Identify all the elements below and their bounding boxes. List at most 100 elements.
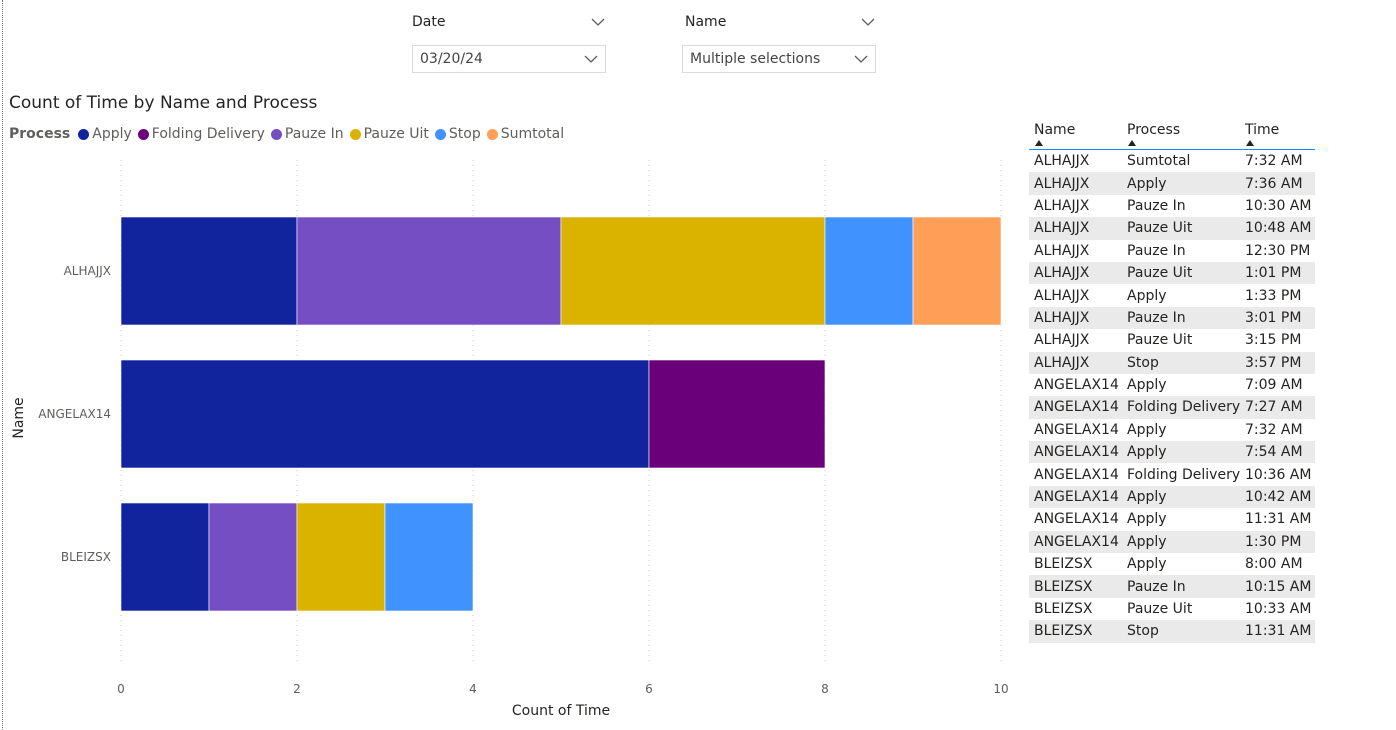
bar-segment[interactable] bbox=[912, 216, 1002, 326]
time-cell: 7:27 AM bbox=[1245, 399, 1303, 416]
process-cell: Apply bbox=[1127, 556, 1167, 573]
table-row[interactable]: ANGELAX14 Folding Delivery 7:27 AM bbox=[1029, 396, 1315, 419]
y-axis-title: Name bbox=[11, 397, 27, 438]
name-cell: ALHAJJX bbox=[1034, 220, 1090, 237]
bar-segment[interactable] bbox=[296, 216, 562, 326]
name-cell: ANGELAX14 bbox=[1034, 377, 1119, 394]
date-dropdown-value: 03/20/24 bbox=[420, 51, 483, 67]
bar-segment[interactable] bbox=[648, 359, 826, 469]
time-cell: 1:30 PM bbox=[1245, 533, 1302, 550]
bar-segment[interactable] bbox=[384, 502, 474, 612]
time-cell: 10:30 AM bbox=[1245, 197, 1312, 214]
time-cell: 1:33 PM bbox=[1245, 287, 1302, 304]
bar-segment[interactable] bbox=[120, 216, 298, 326]
process-cell: Pauze Uit bbox=[1127, 265, 1193, 282]
name-cell: ANGELAX14 bbox=[1034, 444, 1119, 461]
table-row[interactable]: ALHAJJX Pauze Uit 1:01 PM bbox=[1029, 261, 1315, 285]
x-axis-title: Count of Time bbox=[512, 703, 610, 719]
y-category-label: ALHAJJX bbox=[64, 264, 111, 278]
time-cell: 1:01 PM bbox=[1245, 265, 1302, 282]
bar-segment[interactable] bbox=[560, 216, 826, 326]
process-cell: Pauze Uit bbox=[1127, 601, 1193, 617]
x-tick-label: 6 bbox=[645, 682, 653, 696]
name-cell: ANGELAX14 bbox=[1034, 489, 1119, 506]
time-cell: 10:15 AM bbox=[1245, 578, 1312, 595]
table-row[interactable]: ALHAJJX Pauze In 12:30 PM bbox=[1029, 240, 1315, 262]
chart-legend: Process Apply Folding Delivery Pauze In Pau… bbox=[9, 126, 570, 142]
bar-segment[interactable] bbox=[208, 502, 298, 612]
process-cell: Pauze In bbox=[1127, 309, 1186, 326]
date-slicer-header[interactable]: Date bbox=[412, 9, 606, 35]
time-cell: 3:15 PM bbox=[1245, 332, 1302, 349]
table-row[interactable]: ANGELAX14 Apply 7:32 AM bbox=[1029, 419, 1315, 441]
table-row[interactable]: ANGELAX14 Apply 1:30 PM bbox=[1029, 530, 1315, 554]
legend-item-label: Pauze Uit bbox=[363, 126, 429, 142]
date-slicer: Date 03/20/24 bbox=[412, 9, 606, 73]
table-row[interactable]: ALHAJJX Apply 1:33 PM bbox=[1029, 284, 1315, 306]
table-row[interactable]: ALHAJJX Stop 3:57 PM bbox=[1029, 351, 1315, 374]
table-row[interactable]: ALHAJJX Pauze Uit 3:15 PM bbox=[1029, 329, 1315, 351]
table-row[interactable]: ANGELAX14 Apply 7:09 AM bbox=[1029, 374, 1315, 396]
name-cell: ANGELAX14 bbox=[1034, 511, 1119, 528]
name-cell: ANGELAX14 bbox=[1034, 533, 1119, 550]
table-row[interactable]: ANGELAX14 Apply 10:42 AM bbox=[1029, 485, 1315, 509]
table-row[interactable]: ALHAJJX Pauze In 3:01 PM bbox=[1029, 306, 1315, 330]
table-row[interactable]: BLEIZSX Pauze In 10:15 AM bbox=[1029, 575, 1315, 598]
table-row[interactable]: ANGELAX14 Apply 11:31 AM bbox=[1029, 508, 1315, 530]
legend-item[interactable]: Pauze Uit bbox=[349, 126, 429, 142]
date-dropdown[interactable]: 03/20/24 bbox=[412, 45, 606, 73]
name-cell: ANGELAX14 bbox=[1034, 399, 1119, 416]
name-dropdown[interactable]: Multiple selections bbox=[682, 45, 876, 73]
x-tick-label: 4 bbox=[469, 682, 477, 696]
table-row[interactable]: BLEIZSX Stop 11:31 AM bbox=[1029, 620, 1315, 643]
process-cell: Apply bbox=[1127, 287, 1167, 304]
process-cell: Pauze In bbox=[1127, 242, 1186, 259]
legend-item[interactable]: Pauze In bbox=[270, 126, 344, 142]
process-cell: Pauze In bbox=[1127, 197, 1186, 214]
name-cell: ALHAJJX bbox=[1034, 332, 1090, 349]
x-tick-label: 2 bbox=[293, 682, 301, 696]
name-dropdown-value: Multiple selections bbox=[690, 51, 821, 67]
legend-dot-icon bbox=[137, 128, 149, 140]
table-body: ALHAJJX Sumtotal 7:32 AM ALHAJJX Apply 7:36 A… bbox=[1029, 150, 1315, 643]
process-cell: Stop bbox=[1127, 623, 1159, 640]
table-row[interactable]: ALHAJJX Apply 7:36 AM bbox=[1029, 172, 1315, 195]
bar-segment[interactable] bbox=[296, 502, 386, 612]
bar-segment[interactable] bbox=[824, 216, 914, 326]
legend-dot-icon bbox=[78, 128, 90, 140]
name-slicer-header[interactable]: Name bbox=[682, 9, 876, 35]
chart-title: Count of Time by Name and Process bbox=[9, 93, 318, 113]
legend-item-label: Pauze In bbox=[284, 126, 344, 142]
column-header-time[interactable]: Time bbox=[1240, 120, 1315, 149]
time-cell: 11:31 AM bbox=[1245, 511, 1312, 528]
table-row[interactable]: BLEIZSX Apply 8:00 AM bbox=[1029, 553, 1315, 575]
legend-title: Process bbox=[9, 126, 71, 142]
legend-item[interactable]: Apply bbox=[78, 126, 132, 142]
table-row[interactable]: ALHAJJX Pauze In 10:30 AM bbox=[1029, 195, 1315, 217]
legend-item[interactable]: Folding Delivery bbox=[137, 126, 265, 142]
bar-segment[interactable] bbox=[120, 502, 210, 612]
process-cell: Apply bbox=[1127, 421, 1167, 438]
time-cell: 7:36 AM bbox=[1245, 175, 1303, 192]
column-header-name[interactable]: Name bbox=[1029, 120, 1122, 149]
table-row[interactable]: ALHAJJX Sumtotal 7:32 AM bbox=[1029, 150, 1315, 172]
table-row[interactable]: ANGELAX14 Apply 7:54 AM bbox=[1029, 441, 1315, 464]
x-tick-label: 8 bbox=[821, 682, 829, 696]
time-cell: 3:57 PM bbox=[1245, 354, 1302, 371]
chevron-down-icon[interactable] bbox=[860, 14, 876, 30]
name-cell: ALHAJJX bbox=[1034, 153, 1090, 170]
sort-ascending-icon bbox=[1128, 140, 1136, 146]
table-row[interactable]: ALHAJJX Pauze Uit 10:48 AM bbox=[1029, 217, 1315, 240]
bar-segment[interactable] bbox=[120, 359, 650, 469]
sort-ascending-icon bbox=[1035, 140, 1043, 146]
process-cell: Folding Delivery bbox=[1127, 399, 1240, 416]
name-cell: BLEIZSX bbox=[1034, 556, 1093, 573]
legend-item[interactable]: Sumtotal bbox=[486, 126, 564, 142]
legend-item[interactable]: Stop bbox=[434, 126, 481, 142]
column-header-process[interactable]: Process bbox=[1122, 120, 1240, 149]
legend-item-label: Folding Delivery bbox=[151, 126, 265, 142]
chevron-down-icon[interactable] bbox=[590, 14, 606, 30]
table-row[interactable]: BLEIZSX Pauze Uit 10:33 AM bbox=[1029, 598, 1315, 620]
table-row[interactable]: ANGELAX14 Folding Delivery 10:36 AM bbox=[1029, 463, 1315, 485]
legend-dot-icon bbox=[270, 128, 282, 140]
